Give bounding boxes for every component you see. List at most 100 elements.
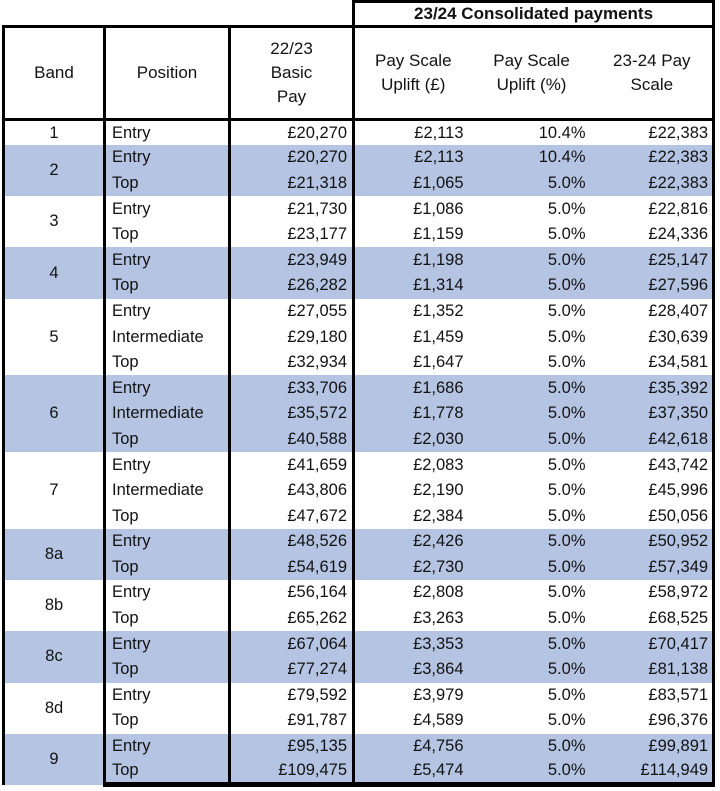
uplift-pct-cell: 5.0% [547,199,586,218]
uplift-pct-cell: 5.0% [471,375,592,402]
table-row: Top £109,475 £5,474 5.0% £114,949 [4,759,716,788]
table-row: 8d Entry £79,592 £3,979 5.0% £83,571 [2,682,716,734]
pay-scale-cell: £22,383 [591,170,716,197]
basic-pay-cell: £21,318 [229,170,356,197]
pay-scale-cell: £68,525 [591,605,716,632]
table-row: Top £40,588 £2,030 5.0% £42,618 [4,426,716,453]
uplift-pct-cell: 5.0% [471,247,592,274]
uplift-pct-cell: 5.0% [471,656,592,683]
uplift-pct-cell: 5.0% [471,273,592,299]
uplift-gbp-cell: £2,113 [414,123,464,142]
basic-pay-cell: £65,262 [229,605,356,632]
basic-pay-cell: £47,672 [229,503,356,529]
band-cell: 8a [2,529,106,581]
column-header-uplift-gbp: Pay Scale Uplift (£) [352,25,472,121]
uplift-gbp-cell: £3,263 [413,609,464,628]
uplift-gbp-cell: £2,083 [413,455,464,474]
band-cell: 3 [2,196,106,248]
table-row: Top £91,787 £4,589 5.0% £96,376 [4,708,716,734]
band-cell: 2 [2,145,106,197]
uplift-pct-cell: 5.0% [471,631,592,657]
table-row: 6 Entry £33,706 £1,686 5.0% £35,392 [2,375,716,453]
pay-scale-cell: £34,581 [591,349,716,376]
position-cell: Top [104,503,231,529]
basic-pay-cell: £40,588 [229,426,356,453]
position-cell: Top [104,708,231,734]
pay-scale-cell: £22,383 [591,145,716,171]
position-cell: Entry [104,733,231,760]
uplift-pct-cell: 5.0% [547,353,586,372]
table-row: 8b Entry £56,164 £2,808 5.0% £58,972 [2,580,716,632]
uplift-gbp-cell: £1,159 [413,225,464,244]
column-header-band: Band [2,25,106,121]
band-cell: 7 [2,452,106,529]
uplift-gbp-cell: £4,756 [353,733,472,760]
position-cell: Top [104,273,231,299]
uplift-pct-cell: 5.0% [471,426,592,453]
position-cell: Entry [104,298,231,325]
uplift-gbp-cell: £3,979 [413,685,464,704]
position-cell: Top [104,656,231,683]
pay-scale-cell: £45,996 [591,477,716,504]
table-row: 4 Entry £23,949 £1,198 5.0% £25,147 [2,247,716,299]
table-row: Top £32,934 £1,647 5.0% £34,581 [4,349,716,376]
basic-pay-cell: £27,055 [229,298,356,325]
uplift-pct-cell: 5.0% [471,529,592,555]
position-cell: Entry [104,119,231,146]
pay-scale-cell: £37,350 [591,401,716,427]
pay-scale-cell: £42,618 [591,426,716,453]
basic-pay-cell: £56,164 [229,580,356,606]
position-cell: Top [104,221,231,248]
column-header-basic-pay: 22/23 Basic Pay [227,25,356,121]
uplift-pct-cell: 5.0% [547,506,586,525]
position-cell: Top [104,759,231,788]
uplift-gbp-cell: £3,353 [353,631,472,657]
uplift-pct-cell: 10.4% [471,145,592,171]
basic-pay-cell: £33,706 [229,375,356,402]
uplift-gbp-cell: £1,647 [413,353,464,372]
basic-pay-cell: £54,619 [229,554,356,581]
table-row: Top £77,274 £3,864 5.0% £81,138 [4,656,716,683]
pay-scale-cell: £83,571 [591,682,716,709]
uplift-pct-cell: 5.0% [547,225,586,244]
pay-scale-cell: £22,383 [591,119,716,146]
basic-pay-cell: £95,135 [229,733,356,760]
table-row: 3 Entry £21,730 £1,086 5.0% £22,816 [2,196,716,248]
basic-pay-cell: £77,274 [229,656,356,683]
pay-scale-cell: £30,639 [591,324,716,350]
position-cell: Entry [104,682,231,709]
position-cell: Intermediate [104,324,231,350]
uplift-gbp-cell: £1,352 [413,301,464,320]
basic-pay-cell: £41,659 [229,452,356,478]
band-cell: 1 [2,119,106,146]
uplift-gbp-cell: £2,030 [353,426,472,453]
uplift-gbp-cell: £1,086 [413,199,464,218]
consolidated-payments-banner: 23/24 Consolidated payments [352,0,716,28]
band-cell: 6 [2,375,106,453]
basic-pay-cell: £91,787 [229,708,356,734]
uplift-pct-cell: 10.4% [538,123,586,142]
pay-scale-cell: £70,417 [591,631,716,657]
band-cell: 5 [2,298,106,376]
pay-scale-cell: £99,891 [591,733,716,760]
uplift-pct-cell: 5.0% [471,170,592,197]
basic-pay-cell: £20,270 [229,145,356,171]
uplift-gbp-cell: £2,426 [353,529,472,555]
table-row: Intermediate £35,572 £1,778 5.0% £37,350 [4,401,716,427]
table-row: Top £23,177 £1,159 5.0% £24,336 [4,221,716,248]
position-cell: Entry [104,580,231,606]
uplift-gbp-cell: £2,808 [413,583,464,602]
uplift-pct-cell: 5.0% [471,759,592,788]
uplift-pct-cell: 5.0% [547,301,586,320]
column-header-23-24-pay-scale: 23-24 Pay Scale [591,25,716,121]
uplift-pct-cell: 5.0% [471,554,592,581]
pay-scale-cell: £24,336 [591,221,716,248]
uplift-gbp-cell: £1,686 [353,375,472,402]
position-cell: Entry [104,145,231,171]
uplift-gbp-cell: £1,065 [353,170,472,197]
position-cell: Intermediate [104,477,231,504]
uplift-pct-cell: 5.0% [547,685,586,704]
uplift-gbp-cell: £2,190 [413,481,464,500]
table-row: Intermediate £43,806 £2,190 5.0% £45,996 [4,477,716,504]
